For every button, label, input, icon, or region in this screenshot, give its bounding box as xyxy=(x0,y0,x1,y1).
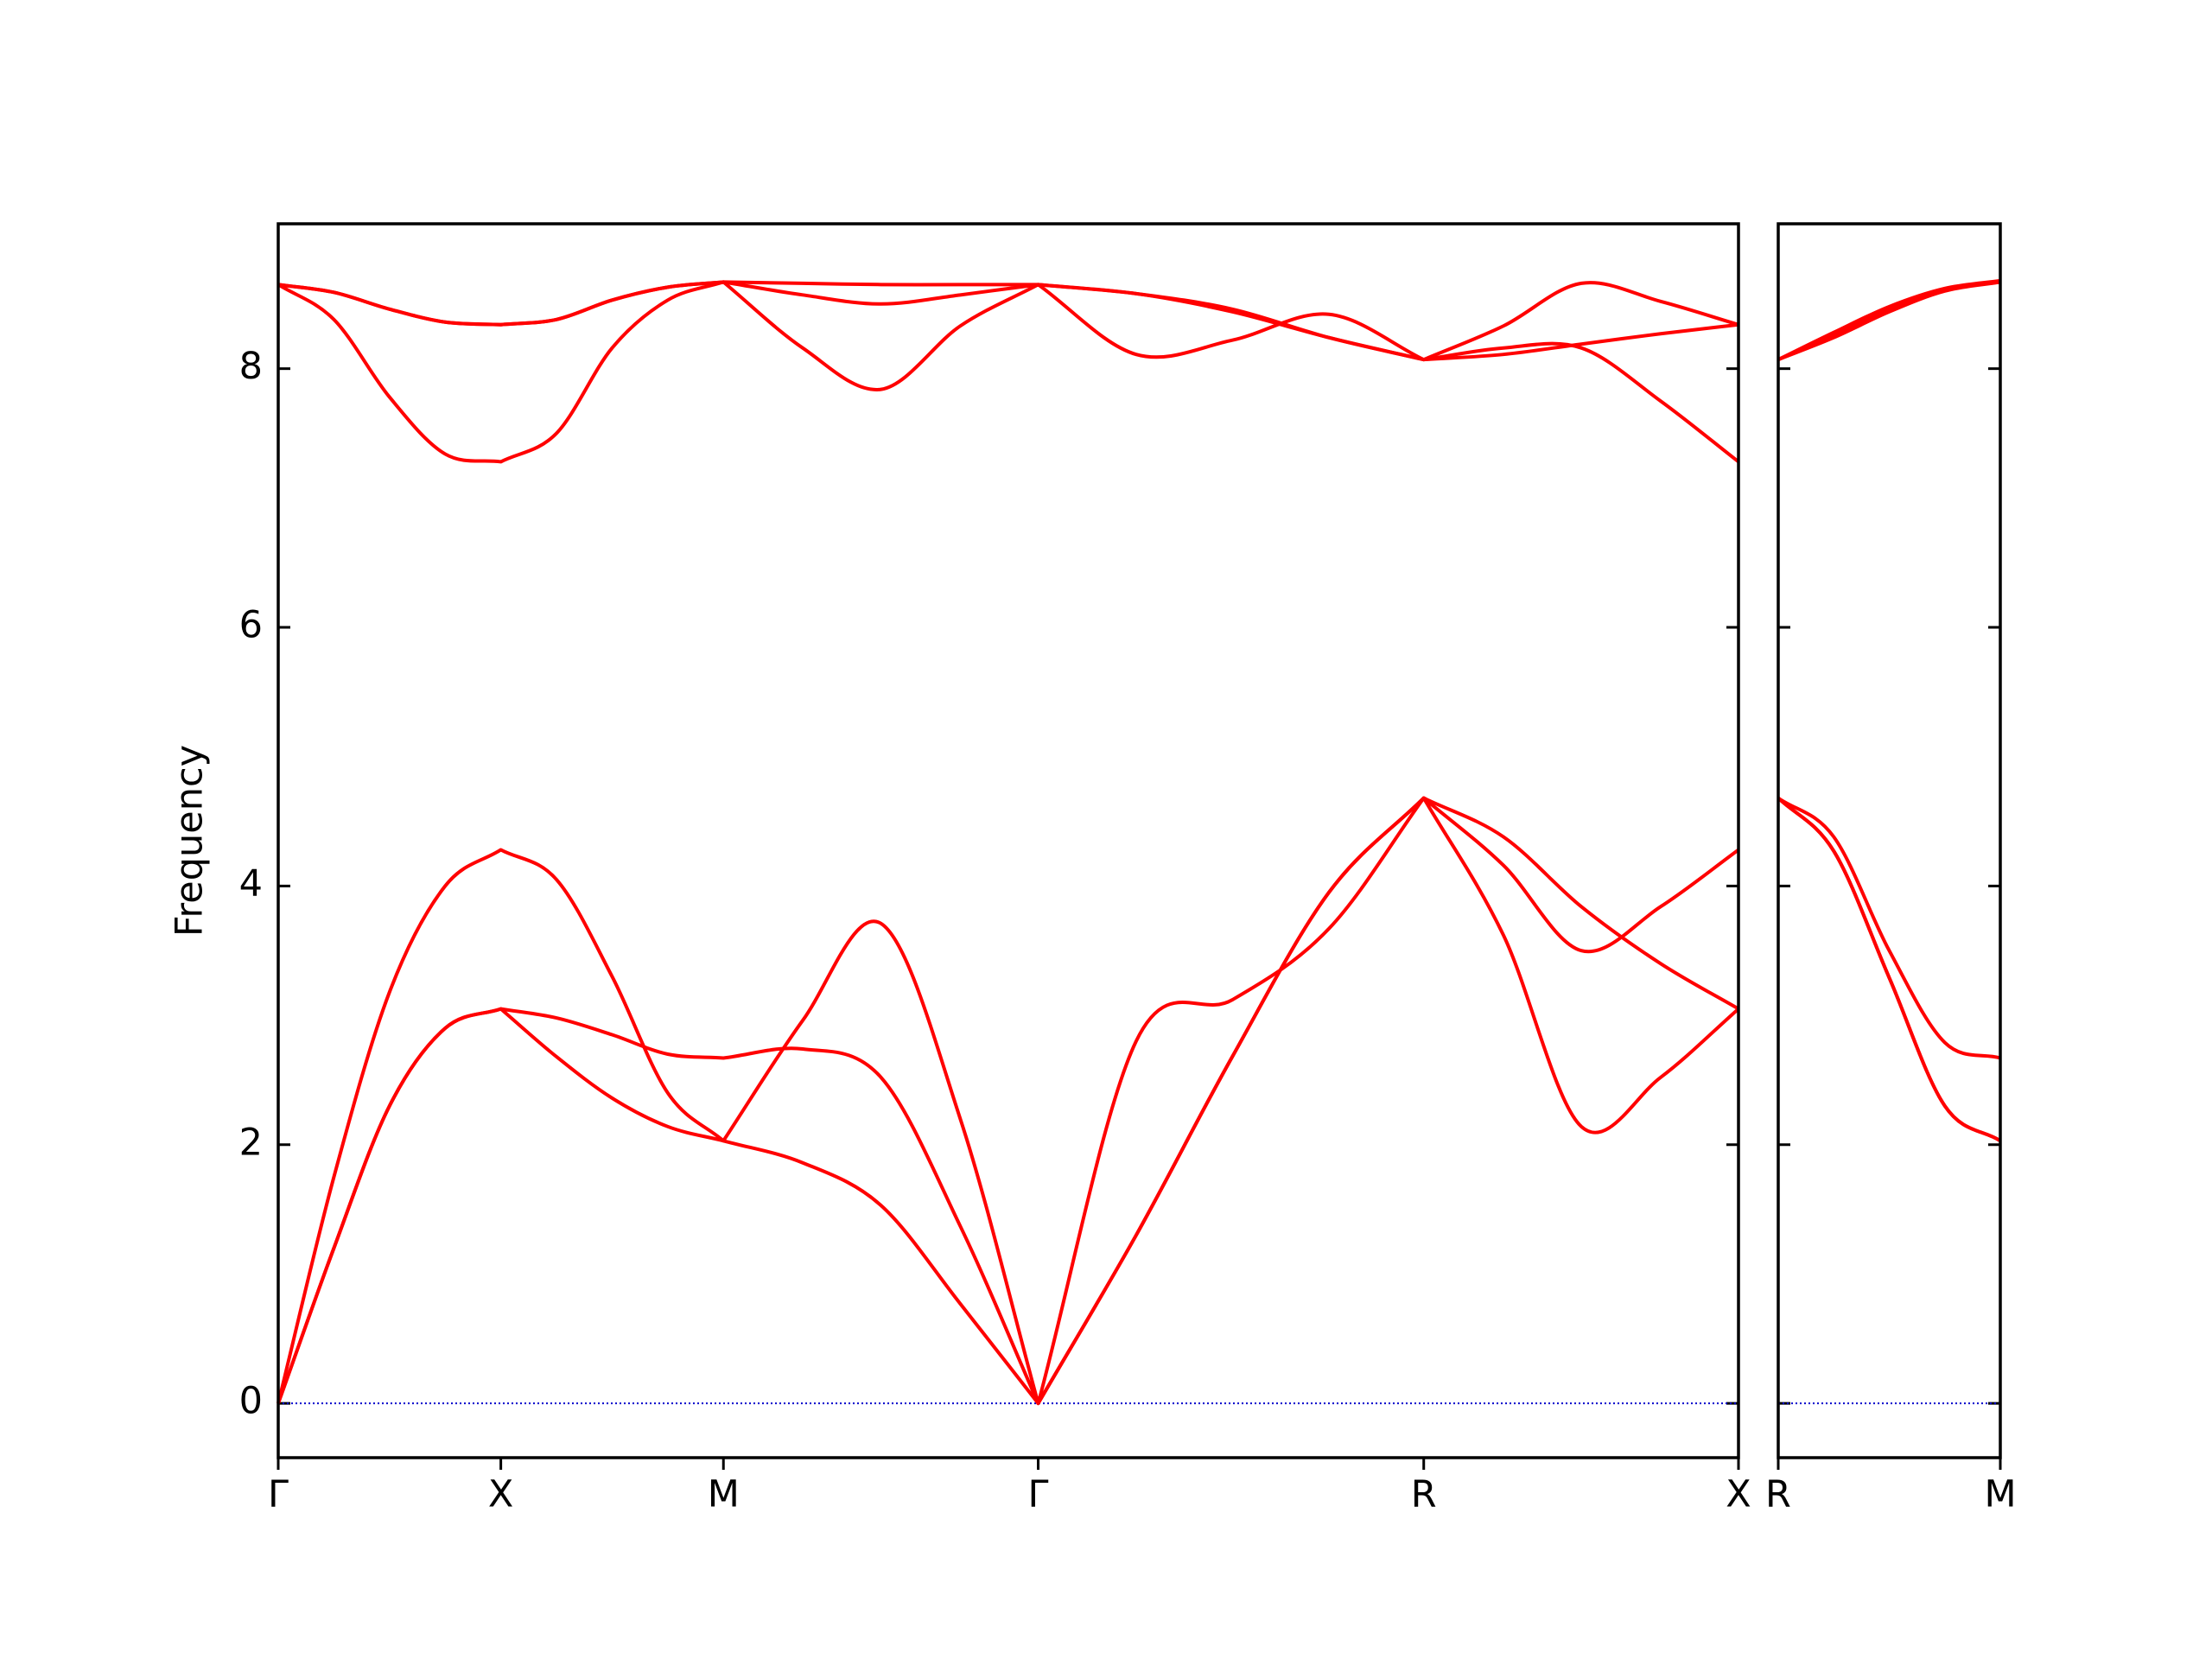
y-tick-label: 8 xyxy=(239,345,263,388)
band-line xyxy=(1777,796,2001,1060)
x-tick-label: M xyxy=(708,1473,740,1516)
y-tick-label: 2 xyxy=(239,1121,263,1164)
y-tick-label: 0 xyxy=(239,1380,263,1423)
band-line xyxy=(276,796,1740,1406)
y-tick-label: 4 xyxy=(239,862,263,906)
x-tick-label: Γ xyxy=(1028,1473,1049,1516)
x-tick-label: Γ xyxy=(268,1473,289,1516)
band-line xyxy=(276,796,1740,1406)
band-line xyxy=(277,280,1739,362)
y-tick-label: 6 xyxy=(239,604,263,647)
plot-frame xyxy=(276,222,1740,1459)
x-tick-label: X xyxy=(1726,1473,1751,1516)
x-tick-label: X xyxy=(488,1473,513,1516)
band-line xyxy=(1777,280,2001,362)
band-line xyxy=(1777,797,2002,1142)
band-line xyxy=(1777,278,2001,361)
x-tick-label: R xyxy=(1765,1473,1791,1516)
band-line xyxy=(1777,797,2002,1142)
band-line xyxy=(276,280,1740,464)
plot-frame xyxy=(1777,222,2002,1459)
band-line xyxy=(276,796,1740,1406)
y-axis-label: Frequency xyxy=(168,745,212,937)
x-tick-label: R xyxy=(1411,1473,1437,1516)
x-tick-label: M xyxy=(1984,1473,2016,1516)
